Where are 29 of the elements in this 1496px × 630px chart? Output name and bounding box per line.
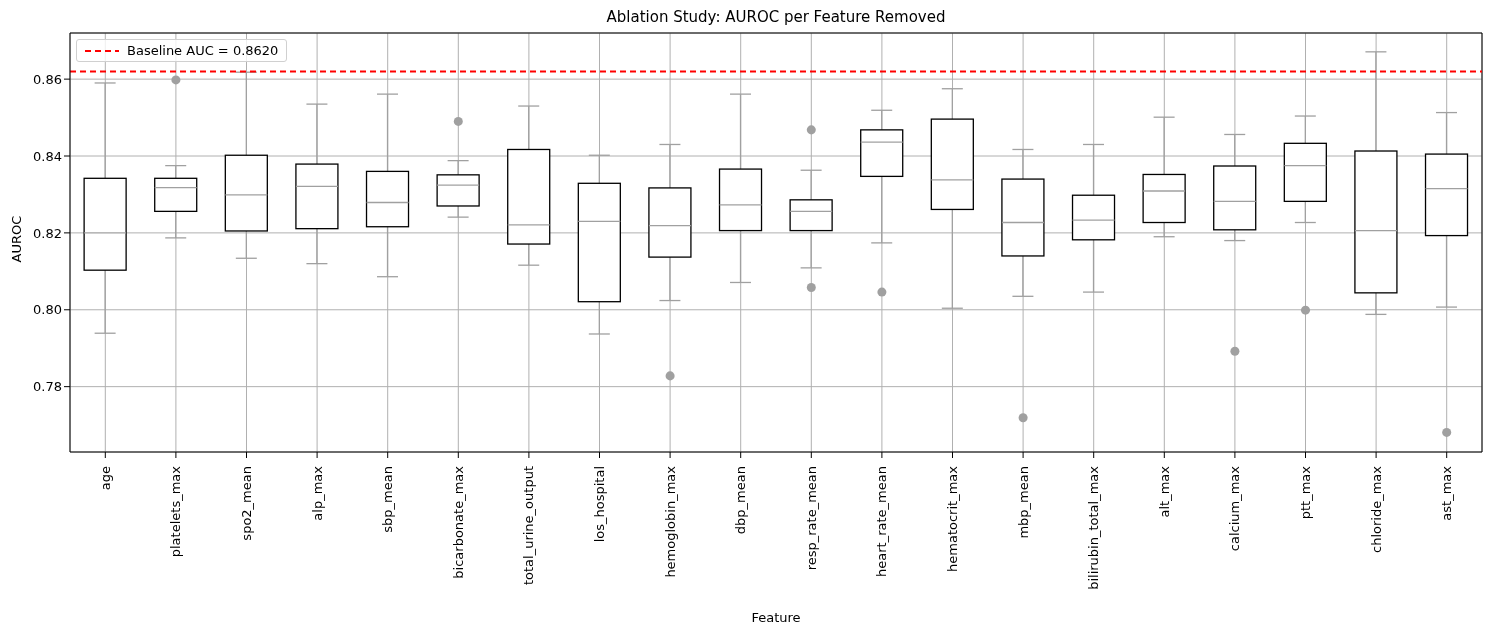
- chart-title: Ablation Study: AUROC per Feature Removed: [605, 8, 947, 26]
- x-tick-label: hematocrit_max: [945, 465, 960, 572]
- y-tick-label: 0.84: [33, 148, 62, 164]
- x-tick-label: alt_max: [1156, 465, 1172, 518]
- x-tick-label: chloride_max: [1368, 465, 1384, 553]
- y-tick-label: 0.86: [33, 71, 62, 87]
- y-tick-label: 0.82: [33, 225, 62, 241]
- x-tick-label: ast_max: [1439, 465, 1455, 521]
- x-tick-label: hemoglobin_max: [662, 465, 678, 578]
- x-tick-label: dbp_mean: [733, 466, 749, 535]
- x-tick-label: age: [97, 466, 113, 491]
- x-tick-label: alp_max: [309, 465, 325, 521]
- x-tick-label: ptt_max: [1298, 465, 1313, 520]
- x-tick-label: platelets_max: [168, 465, 184, 558]
- x-tick-label: resp_rate_mean: [803, 466, 819, 571]
- x-tick-label: sbp_mean: [380, 466, 396, 533]
- x-tick-label: calcium_max: [1227, 465, 1243, 552]
- legend-label: Baseline AUC = 0.8620: [127, 43, 279, 58]
- x-tick-label: los_hospital: [592, 466, 607, 543]
- x-tick-label: heart_rate_mean: [874, 466, 890, 577]
- y-tick-label: 0.80: [33, 302, 62, 318]
- x-tick-label: bilirubin_total_max: [1086, 465, 1102, 590]
- y-tick-label: 0.78: [33, 379, 62, 395]
- x-tick-label: mbp_mean: [1015, 466, 1031, 539]
- x-tick-label: bicarbonate_max: [450, 465, 466, 579]
- x-tick-label: total_urine_output: [521, 466, 537, 586]
- x-axis-title: Feature: [751, 610, 801, 625]
- x-tick-label: spo2_mean: [239, 466, 254, 541]
- y-axis-title: AUROC: [8, 215, 24, 263]
